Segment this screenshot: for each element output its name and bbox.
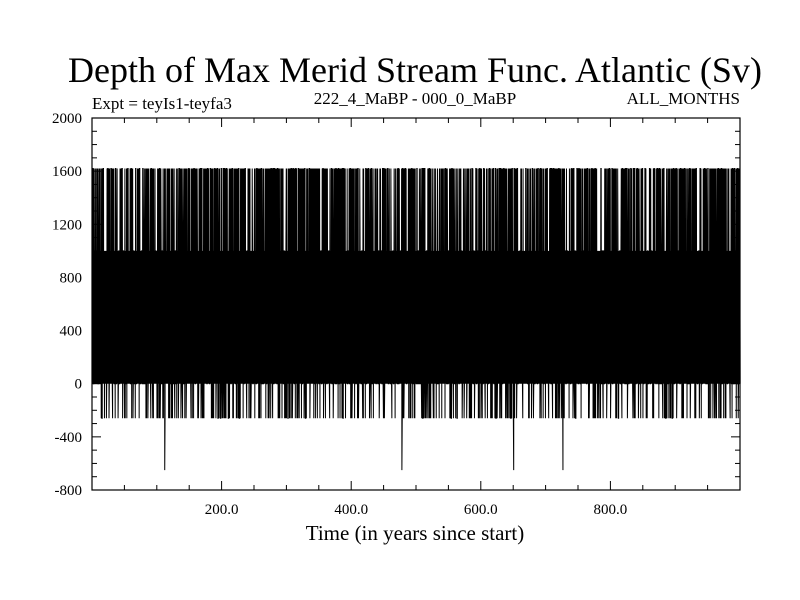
y-tick-label: 0 <box>75 377 83 393</box>
experiment-label: Expt = teyIs1-teyfa3 <box>92 94 232 113</box>
y-tick-label: -800 <box>55 483 83 499</box>
y-tick-label: 1200 <box>52 217 82 233</box>
x-tick-label: 800.0 <box>594 502 628 518</box>
period-label: 222_4_MaBP - 000_0_MaBP <box>314 89 516 108</box>
y-tick-label: 1600 <box>52 164 82 180</box>
x-axis-label: Time (in years since start) <box>306 521 525 545</box>
series-line <box>92 167 741 471</box>
x-tick-label: 600.0 <box>464 502 498 518</box>
y-tick-label: 800 <box>60 270 83 286</box>
y-tick-label: 400 <box>60 324 83 340</box>
x-tick-label: 400.0 <box>334 502 368 518</box>
chart-title: Depth of Max Merid Stream Func. Atlantic… <box>68 50 762 90</box>
y-tick-label: -400 <box>55 430 83 446</box>
ticks-layer: -800 -400 0 400 800 1200 1600 2000 200.0 400.0 600… <box>52 111 740 518</box>
series-layer <box>92 167 741 471</box>
y-tick-label: 2000 <box>52 111 82 127</box>
x-tick-label: 200.0 <box>205 502 239 518</box>
months-label: ALL_MONTHS <box>627 89 740 108</box>
